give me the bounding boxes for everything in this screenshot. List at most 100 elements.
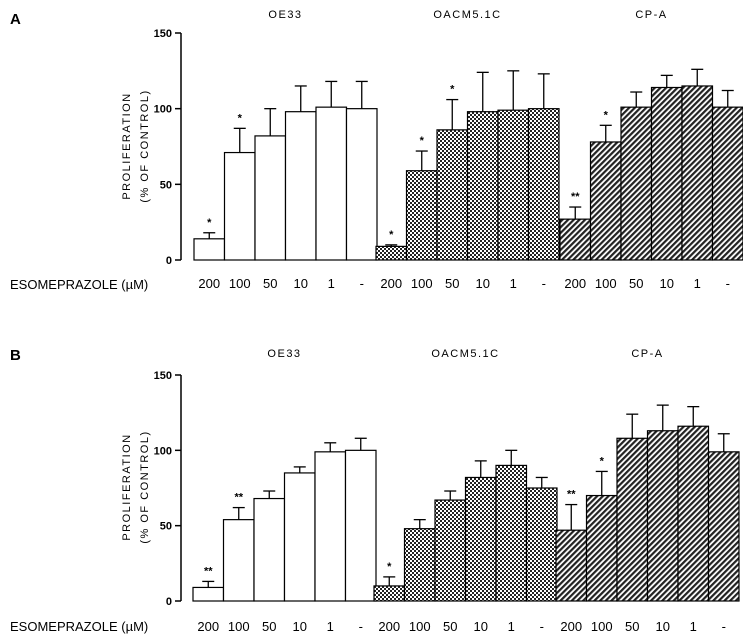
- labels-b: OE33 ** 200 ** 100 50 10 1 - OACM5.1C * 200 100 50 10 1…: [197, 348, 726, 634]
- group-title: OE33: [267, 348, 301, 360]
- bar: [555, 529, 588, 602]
- significance-marker: *: [387, 561, 392, 573]
- x-tick-label: 50: [445, 276, 459, 291]
- bar: [589, 141, 622, 261]
- x-tick-label: 100: [591, 619, 613, 634]
- bar: [646, 430, 679, 602]
- y-tick-label: 0: [166, 255, 172, 267]
- y-tick-label: 150: [154, 28, 172, 40]
- x-tick-label: 10: [293, 619, 307, 634]
- bars-b: [192, 404, 740, 602]
- bar: [283, 472, 316, 602]
- x-tick-label: 100: [595, 276, 617, 291]
- x-tick-label: 100: [411, 276, 433, 291]
- bar: [585, 494, 618, 602]
- panel-b: B PROLIFERATION (% OF CONTROL) ESOMEPRAZ…: [10, 347, 740, 634]
- x-tick-label: 10: [476, 276, 490, 291]
- bar: [254, 135, 287, 261]
- x-tick-label: 200: [380, 276, 402, 291]
- x-tick-label: 200: [560, 619, 582, 634]
- significance-marker: **: [567, 489, 576, 501]
- x-tick-label: 100: [409, 619, 431, 634]
- x-tick-label: 50: [625, 619, 639, 634]
- x-tick-label: 10: [294, 276, 308, 291]
- bar: [284, 111, 317, 261]
- x-tick-label: 50: [443, 619, 457, 634]
- bar: [223, 151, 256, 261]
- bar: [253, 497, 286, 602]
- x-tick-label: 10: [656, 619, 670, 634]
- bar: [707, 451, 740, 602]
- bar: [434, 499, 467, 602]
- y-tick-label: 100: [154, 104, 172, 116]
- group-title: OACM5.1C: [431, 348, 499, 360]
- bar: [373, 585, 406, 602]
- bar: [677, 425, 710, 602]
- x-tick-label: 1: [328, 276, 335, 291]
- bar: [405, 170, 438, 261]
- group-title: CP-A: [635, 9, 667, 21]
- panel-a: A PROLIFERATION (% OF CONTROL) ESOMEPRAZ…: [10, 9, 743, 292]
- x-tick-label: 1: [690, 619, 697, 634]
- axes-b: 0 50 100 150: [154, 370, 182, 608]
- significance-marker: *: [604, 109, 609, 121]
- group-title: OACM5.1C: [433, 9, 501, 21]
- significance-marker: **: [204, 565, 213, 577]
- bar: [616, 437, 649, 602]
- bar: [495, 464, 528, 602]
- bars-a: [193, 68, 743, 261]
- bar: [559, 218, 592, 261]
- y-axis-title-line2-a: (% OF CONTROL): [139, 89, 151, 202]
- significance-marker: *: [238, 112, 243, 124]
- bar: [344, 449, 377, 602]
- x-tick-label: -: [722, 619, 726, 634]
- bar: [620, 106, 653, 261]
- group-title: CP-A: [631, 348, 663, 360]
- x-tick-label: -: [360, 276, 364, 291]
- bar: [315, 106, 348, 261]
- y-axis-title-line1-b: PROLIFERATION: [121, 433, 133, 540]
- x-axis-title-b: ESOMEPRAZOLE (µM): [10, 619, 148, 634]
- y-tick-label: 50: [160, 521, 172, 533]
- x-tick-label: 200: [198, 276, 220, 291]
- bar: [527, 108, 560, 261]
- x-tick-label: 200: [564, 276, 586, 291]
- x-tick-label: 50: [262, 619, 276, 634]
- panel-label-b: B: [10, 347, 21, 364]
- significance-marker: *: [389, 229, 394, 241]
- significance-marker: **: [234, 492, 243, 504]
- bar: [497, 109, 530, 261]
- x-tick-label: 100: [228, 619, 250, 634]
- bar: [314, 451, 347, 602]
- bar: [466, 111, 499, 261]
- bar: [192, 586, 225, 602]
- bar: [711, 106, 743, 261]
- x-tick-label: -: [726, 276, 730, 291]
- y-axis-title-line2-b: (% OF CONTROL): [139, 430, 151, 543]
- bar: [345, 108, 378, 261]
- x-tick-label: 50: [263, 276, 277, 291]
- significance-marker: *: [450, 84, 455, 96]
- x-tick-label: 10: [474, 619, 488, 634]
- x-tick-label: 10: [660, 276, 674, 291]
- y-tick-label: 150: [154, 370, 172, 382]
- y-tick-label: 0: [166, 596, 172, 608]
- significance-marker: **: [571, 191, 580, 203]
- x-tick-label: -: [359, 619, 363, 634]
- x-tick-label: 1: [327, 619, 334, 634]
- bar: [193, 238, 226, 261]
- x-tick-label: -: [540, 619, 544, 634]
- significance-marker: *: [600, 455, 605, 467]
- significance-marker: *: [207, 217, 212, 229]
- bar: [403, 528, 436, 602]
- panel-label-a: A: [10, 11, 21, 28]
- bar: [525, 487, 558, 602]
- y-tick-label: 100: [154, 445, 172, 457]
- significance-marker: *: [420, 135, 425, 147]
- axes-a: 0 50 100 150: [154, 28, 182, 267]
- group-title: OE33: [268, 9, 302, 21]
- x-tick-label: 1: [510, 276, 517, 291]
- bar: [464, 476, 497, 602]
- x-tick-label: 100: [229, 276, 251, 291]
